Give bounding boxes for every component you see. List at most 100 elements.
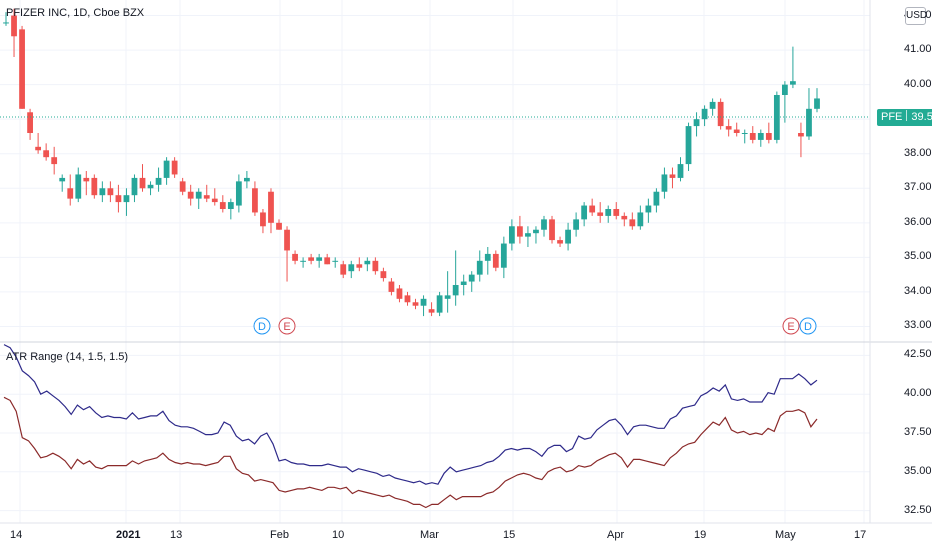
candle-body: [533, 229, 539, 234]
candle-body: [59, 177, 66, 182]
candle-body: [3, 22, 9, 24]
candle-body: [428, 309, 435, 313]
candle-body: [517, 226, 523, 237]
earnings-marker: [278, 317, 296, 335]
candle-body: [436, 295, 443, 313]
candle-body: [348, 264, 355, 272]
candle-body: [227, 202, 234, 209]
candle-body: [500, 243, 507, 268]
price-tick-label: 36.00: [904, 215, 932, 228]
candle-body: [637, 212, 644, 227]
candle-body: [725, 126, 732, 130]
candle-body: [733, 129, 740, 133]
candle-body: [179, 181, 186, 192]
candle-body: [332, 260, 339, 262]
candle-body: [83, 177, 90, 182]
dividend-marker: [253, 317, 271, 335]
candle-body: [717, 101, 724, 127]
candle-body: [765, 133, 772, 140]
candlestick-series: [3, 8, 820, 317]
candle-body: [420, 298, 427, 306]
candle-body: [203, 195, 210, 199]
currency-button[interactable]: USD: [905, 7, 927, 25]
candle-body: [709, 101, 716, 109]
time-tick-label: 13: [170, 529, 183, 541]
candle-body: [814, 98, 820, 109]
candle-body: [396, 288, 403, 299]
indicator-tick-label: 32.50: [904, 503, 932, 516]
candle-body: [677, 164, 684, 178]
candle-body: [308, 257, 315, 261]
last-price-tag: PFE 39.58: [877, 109, 932, 126]
candle-body: [260, 212, 266, 227]
candle-body: [492, 253, 499, 268]
candle-body: [340, 264, 347, 275]
candle-body: [252, 188, 258, 213]
time-tick-label: Apr: [607, 529, 625, 541]
candle-body: [693, 119, 700, 127]
candle-body: [316, 257, 323, 261]
time-tick-label: 15: [503, 529, 516, 541]
candle-body: [187, 191, 194, 199]
candle-body: [131, 177, 138, 196]
candle-body: [460, 281, 467, 285]
time-tick-label: 19: [694, 529, 707, 541]
candle-body: [573, 219, 579, 230]
price-tick-label: 41.00: [904, 43, 932, 56]
price-tag-value: 39.58: [911, 111, 932, 123]
atr-band-series: [3, 344, 818, 509]
indicator-tick-label: 42.50: [904, 348, 932, 361]
candle-body: [565, 229, 571, 244]
candle-body: [11, 15, 17, 37]
candle-body: [549, 219, 555, 241]
indicator-tick-label: 35.00: [904, 464, 932, 477]
candle-body: [629, 219, 636, 227]
candle-body: [19, 29, 25, 109]
candle-body: [244, 177, 250, 182]
candle-body: [581, 205, 588, 220]
price-tick-label: 34.00: [904, 284, 932, 297]
candle-body: [468, 274, 475, 282]
lower-band-line: [3, 396, 818, 509]
candle-body: [171, 160, 178, 175]
time-tick-label: Feb: [270, 529, 289, 541]
candle-body: [364, 260, 371, 265]
candle-body: [661, 174, 668, 192]
candle-body: [75, 174, 82, 199]
price-tick-label: 40.00: [904, 77, 932, 90]
candle-body: [107, 188, 114, 196]
indicator-tick-label: 37.50: [904, 426, 932, 438]
time-tick-label: 10: [332, 529, 345, 541]
candle-body: [757, 133, 764, 140]
candle-body: [613, 209, 620, 216]
price-tick-label: 38.00: [904, 146, 932, 159]
event-marker-label: E: [787, 321, 794, 333]
candle-body: [292, 253, 298, 261]
candle-body: [195, 191, 202, 199]
dividend-marker: [799, 317, 817, 335]
time-tick-label: 14: [10, 529, 23, 541]
price-tick-label: 37.00: [904, 181, 932, 194]
candle-body: [372, 260, 379, 272]
candle-body: [476, 260, 483, 275]
candle-body: [99, 188, 106, 196]
candle-body: [115, 195, 122, 203]
candle-body: [163, 160, 170, 178]
candle-body: [525, 233, 531, 237]
candle-body: [781, 84, 788, 95]
grid-lines: [0, 0, 870, 523]
candle-body: [147, 184, 154, 189]
candle-body: [404, 295, 411, 303]
candle-body: [701, 108, 708, 120]
candle-body: [123, 195, 130, 203]
upper-band-line: [3, 344, 818, 485]
indicator-title[interactable]: ATR Range (14, 1.5, 1.5): [6, 351, 129, 363]
candle-body: [645, 205, 652, 213]
candle-body: [155, 177, 162, 185]
candle-body: [300, 260, 306, 262]
candle-body: [67, 188, 74, 199]
candle-body: [605, 209, 612, 216]
candle-body: [35, 146, 42, 151]
